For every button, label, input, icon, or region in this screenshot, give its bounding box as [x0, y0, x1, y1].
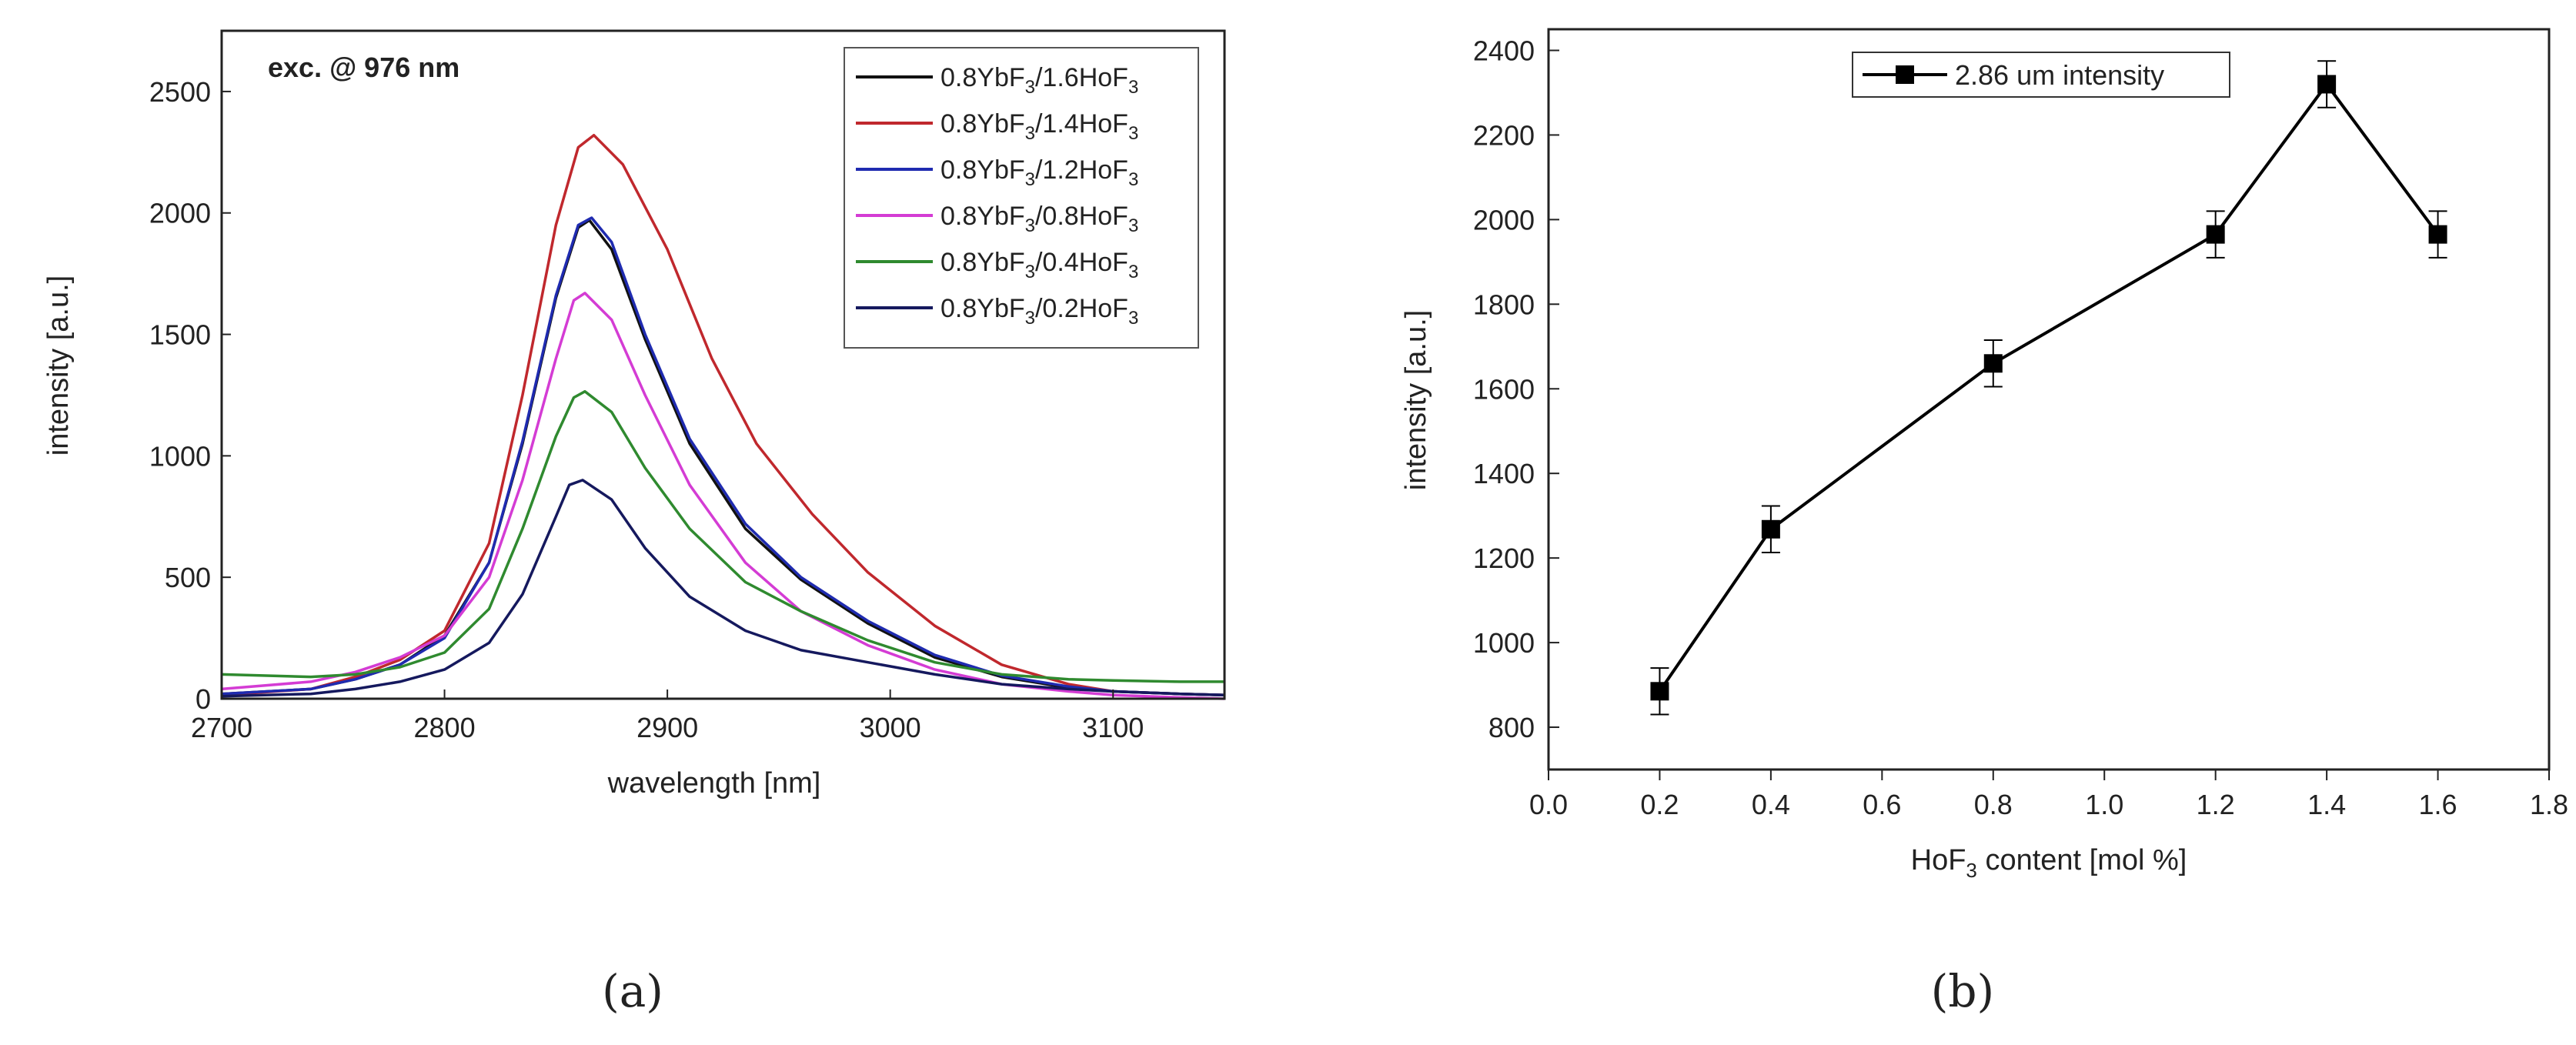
legend-label-a-2: 0.8YbF3/1.2HoF3 — [941, 155, 1138, 190]
y-tick-label-a: 1000 — [149, 440, 211, 472]
data-point-marker — [2428, 225, 2447, 244]
spectrum-line-2 — [221, 216, 1225, 697]
y-tick-label-b: 1800 — [1473, 289, 1535, 320]
legend-entries-a: 0.8YbF3/1.6HoF3 0.8YbF3/1.4HoF3 0.8YbF3/1.… — [856, 63, 1138, 329]
data-point-marker — [1761, 519, 1780, 539]
y-axis-title-b: intensity [a.u.] — [1400, 310, 1432, 490]
x-tick-label-b: 0.4 — [1752, 789, 1790, 820]
data-point-marker — [1983, 354, 2003, 373]
legend-label-a-5: 0.8YbF3/0.2HoF3 — [941, 294, 1138, 329]
x-tick-label-b: 1.4 — [2307, 789, 2346, 820]
y-axis-title-a: intensity [a.u.] — [42, 275, 75, 456]
x-tick-label-a: 2800 — [414, 712, 476, 743]
y-axis-a: 0 500 1000 1500 2000 2500 — [149, 76, 231, 715]
excitation-annotation: exc. @ 976 nm — [268, 52, 459, 83]
x-tick-label-b: 1.6 — [2419, 789, 2457, 820]
x-axis-title-b-base: HoF — [1911, 844, 1966, 876]
plot-frame-a — [220, 29, 1226, 700]
y-tick-label-b: 800 — [1488, 712, 1535, 743]
legend-a: 0.8YbF3/1.6HoF3 0.8YbF3/1.4HoF3 0.8YbF3/1.… — [844, 47, 1199, 349]
y-tick-label-a: 1500 — [149, 319, 211, 351]
spectra-series-group — [221, 133, 1225, 700]
x-axis-title-b-sub: 3 — [1966, 859, 1976, 882]
y-tick-label-a: 2000 — [149, 198, 211, 229]
spectrum-line-4 — [221, 389, 1225, 683]
x-axis-b: 0.0 0.2 0.4 0.6 0.8 1.0 1.2 1.4 1.6 1.8 — [1529, 770, 2568, 820]
legend-label-b: 2.86 um intensity — [1955, 59, 2164, 91]
y-tick-label-b: 1600 — [1473, 373, 1535, 405]
x-tick-label-a: 3000 — [860, 712, 921, 743]
legend-marker-b — [1896, 65, 1914, 84]
x-tick-label-a: 2900 — [636, 712, 698, 743]
x-tick-label-b: 0.0 — [1529, 789, 1568, 820]
y-tick-label-a: 500 — [165, 562, 211, 593]
x-tick-label-a: 3100 — [1082, 712, 1144, 743]
y-tick-label-b: 1000 — [1473, 627, 1535, 659]
x-tick-label-b: 1.8 — [2530, 789, 2568, 820]
legend-frame-a — [844, 47, 1199, 349]
legend-label-a-0: 0.8YbF3/1.6HoF3 — [941, 63, 1138, 98]
plot-frame-b — [1547, 28, 2551, 771]
x-axis-a: 2700 2800 2900 3000 3100 — [191, 689, 1144, 743]
x-axis-title-b-rest: content [mol %] — [1977, 844, 2187, 876]
x-tick-label-b: 1.0 — [2085, 789, 2123, 820]
y-tick-label-a: 0 — [195, 683, 211, 715]
legend-label-a-1: 0.8YbF3/1.4HoF3 — [941, 109, 1138, 144]
data-point-marker — [2206, 225, 2225, 244]
y-tick-label-b: 2400 — [1473, 35, 1535, 66]
intensity-line — [1658, 82, 2440, 693]
y-tick-label-b: 1400 — [1473, 458, 1535, 489]
x-axis-title-a: wavelength [nm] — [607, 767, 821, 800]
y-tick-label-a: 2500 — [149, 76, 211, 108]
y-tick-label-b: 2000 — [1473, 204, 1535, 235]
x-tick-label-b: 1.2 — [2197, 789, 2235, 820]
panel-label-a: (a) — [602, 965, 663, 1017]
x-tick-label-b: 0.8 — [1974, 789, 2013, 820]
data-point-marker — [2317, 75, 2337, 94]
x-tick-label-b: 0.6 — [1863, 789, 1901, 820]
x-tick-label-a: 2700 — [191, 712, 252, 743]
y-tick-label-b: 1200 — [1473, 543, 1535, 574]
spectrum-line-5 — [221, 479, 1225, 698]
x-tick-label-b: 0.2 — [1640, 789, 1679, 820]
legend-b: 2.86 um intensity — [1852, 52, 2230, 98]
legend-label-a-3: 0.8YbF3/0.8HoF3 — [941, 202, 1138, 236]
spectra-chart-panel-a: 0 500 1000 1500 2000 2500 2700 2800 2900 3000 310… — [42, 29, 1226, 800]
legend-label-a-4: 0.8YbF3/0.4HoF3 — [941, 248, 1138, 282]
y-axis-b: 800 1000 1200 1400 1600 1800 2000 2200 2400 — [1473, 35, 1559, 743]
x-axis-title-b: HoF3 content [mol %] — [1911, 844, 2187, 882]
data-point-marker — [1650, 682, 1669, 701]
y-tick-label-b: 2200 — [1473, 119, 1535, 151]
intensity-series-group — [1650, 60, 2447, 716]
panel-label-b: (b) — [1931, 965, 1994, 1017]
